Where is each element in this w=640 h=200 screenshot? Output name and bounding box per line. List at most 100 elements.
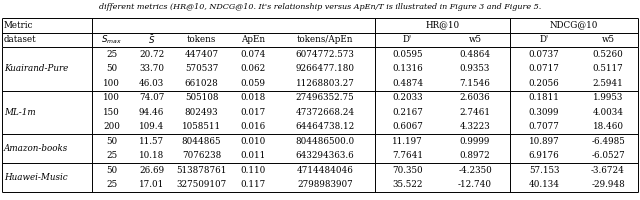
Text: 35.522: 35.522 xyxy=(392,180,423,189)
Text: 18.460: 18.460 xyxy=(593,122,623,131)
Text: 27496352.75: 27496352.75 xyxy=(296,93,355,102)
Text: 0.059: 0.059 xyxy=(241,79,266,88)
Text: ApEn: ApEn xyxy=(241,35,265,44)
Text: D': D' xyxy=(540,35,548,44)
Text: 0.062: 0.062 xyxy=(241,64,266,73)
Text: different metrics (HR@10, NDCG@10. It's relationship versus ApEn/T is illustrate: different metrics (HR@10, NDCG@10. It's … xyxy=(99,3,541,11)
Text: ML-1m: ML-1m xyxy=(4,108,36,117)
Text: NDCG@10: NDCG@10 xyxy=(550,21,598,30)
Text: 10.897: 10.897 xyxy=(529,137,559,146)
Text: 0.5260: 0.5260 xyxy=(593,50,623,59)
Text: 11.197: 11.197 xyxy=(392,137,423,146)
Text: -3.6724: -3.6724 xyxy=(591,166,625,175)
Text: tokens/ApEn: tokens/ApEn xyxy=(297,35,353,44)
Text: 2.5941: 2.5941 xyxy=(593,79,623,88)
Text: -29.948: -29.948 xyxy=(591,180,625,189)
Text: 0.011: 0.011 xyxy=(241,151,266,160)
Text: 47372668.24: 47372668.24 xyxy=(296,108,355,117)
Text: 0.3099: 0.3099 xyxy=(529,108,559,117)
Text: 0.2056: 0.2056 xyxy=(529,79,559,88)
Text: 0.074: 0.074 xyxy=(240,50,266,59)
Text: $S_{max}$: $S_{max}$ xyxy=(101,33,122,46)
Text: 33.70: 33.70 xyxy=(139,64,164,73)
Text: 50: 50 xyxy=(106,64,117,73)
Text: Metric: Metric xyxy=(4,21,33,30)
Text: 505108: 505108 xyxy=(185,93,218,102)
Text: dataset: dataset xyxy=(4,35,36,44)
Text: 46.03: 46.03 xyxy=(139,79,164,88)
Text: 0.117: 0.117 xyxy=(241,180,266,189)
Text: Huawei-Music: Huawei-Music xyxy=(4,173,68,182)
Text: 57.153: 57.153 xyxy=(529,166,559,175)
Text: 0.016: 0.016 xyxy=(241,122,266,131)
Text: 4.0034: 4.0034 xyxy=(593,108,623,117)
Text: 0.9353: 0.9353 xyxy=(460,64,490,73)
Text: 0.6067: 0.6067 xyxy=(392,122,423,131)
Text: 64464738.12: 64464738.12 xyxy=(296,122,355,131)
Text: 6.9176: 6.9176 xyxy=(529,151,559,160)
Text: 17.01: 17.01 xyxy=(139,180,164,189)
Text: tokens: tokens xyxy=(187,35,216,44)
Text: 0.2167: 0.2167 xyxy=(392,108,423,117)
Text: 0.8972: 0.8972 xyxy=(460,151,490,160)
Text: $\bar{S}$: $\bar{S}$ xyxy=(148,33,155,46)
Text: Kuairand-Pure: Kuairand-Pure xyxy=(4,64,68,73)
Text: 7076238: 7076238 xyxy=(182,151,221,160)
Text: 25: 25 xyxy=(106,50,117,59)
Text: -4.2350: -4.2350 xyxy=(458,166,492,175)
Text: w5: w5 xyxy=(602,35,614,44)
Text: 0.1316: 0.1316 xyxy=(392,64,423,73)
Text: 40.134: 40.134 xyxy=(529,180,559,189)
Text: 802493: 802493 xyxy=(185,108,218,117)
Text: 9266477.180: 9266477.180 xyxy=(296,64,355,73)
Text: 0.5117: 0.5117 xyxy=(593,64,623,73)
Text: 50: 50 xyxy=(106,137,117,146)
Text: 0.018: 0.018 xyxy=(241,93,266,102)
Text: 25: 25 xyxy=(106,180,117,189)
Text: 1.9953: 1.9953 xyxy=(593,93,623,102)
Text: 25: 25 xyxy=(106,151,117,160)
Text: 0.7077: 0.7077 xyxy=(529,122,559,131)
Text: 447407: 447407 xyxy=(184,50,219,59)
Text: 10.18: 10.18 xyxy=(139,151,164,160)
Text: 11268803.27: 11268803.27 xyxy=(296,79,355,88)
Text: 0.017: 0.017 xyxy=(241,108,266,117)
Text: 200: 200 xyxy=(103,122,120,131)
Text: 2.7461: 2.7461 xyxy=(460,108,490,117)
Text: Amazon-books: Amazon-books xyxy=(4,144,68,153)
Text: 50: 50 xyxy=(106,166,117,175)
Text: 327509107: 327509107 xyxy=(177,180,227,189)
Text: 26.69: 26.69 xyxy=(139,166,164,175)
Text: 4714484046: 4714484046 xyxy=(296,166,353,175)
Text: 0.4874: 0.4874 xyxy=(392,79,423,88)
Text: 100: 100 xyxy=(103,79,120,88)
Text: 20.72: 20.72 xyxy=(139,50,164,59)
Text: w5: w5 xyxy=(468,35,481,44)
Text: -6.4985: -6.4985 xyxy=(591,137,625,146)
Text: 0.4864: 0.4864 xyxy=(460,50,491,59)
Text: 2.6036: 2.6036 xyxy=(460,93,490,102)
Text: -12.740: -12.740 xyxy=(458,180,492,189)
Text: 8044865: 8044865 xyxy=(182,137,221,146)
Text: 70.350: 70.350 xyxy=(392,166,423,175)
Text: 7.1546: 7.1546 xyxy=(460,79,490,88)
Text: 0.0737: 0.0737 xyxy=(529,50,559,59)
Text: HR@10: HR@10 xyxy=(426,21,460,30)
Text: 6074772.573: 6074772.573 xyxy=(296,50,355,59)
Text: 74.07: 74.07 xyxy=(139,93,164,102)
Text: 0.9999: 0.9999 xyxy=(460,137,490,146)
Text: 570537: 570537 xyxy=(185,64,218,73)
Text: 150: 150 xyxy=(103,108,120,117)
Text: 0.0717: 0.0717 xyxy=(529,64,559,73)
Text: 2798983907: 2798983907 xyxy=(297,180,353,189)
Text: 0.010: 0.010 xyxy=(241,137,266,146)
Text: 0.1811: 0.1811 xyxy=(529,93,559,102)
Text: 100: 100 xyxy=(103,93,120,102)
Text: 0.110: 0.110 xyxy=(241,166,266,175)
Text: -6.0527: -6.0527 xyxy=(591,151,625,160)
Text: 513878761: 513878761 xyxy=(176,166,227,175)
Text: 1058511: 1058511 xyxy=(182,122,221,131)
Text: 643294363.6: 643294363.6 xyxy=(296,151,355,160)
Text: 0.0595: 0.0595 xyxy=(392,50,423,59)
Text: 11.57: 11.57 xyxy=(139,137,164,146)
